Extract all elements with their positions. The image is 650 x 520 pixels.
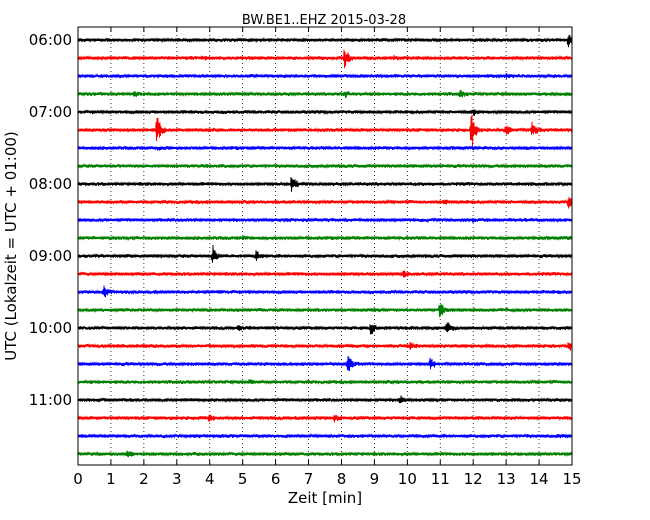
x-tick-label-7: 7: [304, 470, 314, 488]
trace-line-06:30: [77, 72, 573, 80]
trace-line-07:30: [77, 144, 573, 151]
trace-line-08:45: [77, 234, 573, 242]
x-tick-label-2: 2: [139, 470, 149, 488]
trace-lines: [77, 34, 573, 458]
x-tick-label-5: 5: [238, 470, 248, 488]
trace-line-10:00: [77, 321, 573, 335]
trace-line-10:45: [77, 378, 573, 386]
x-tick-label-15: 15: [562, 470, 581, 488]
y-tick-label-08:00: 08:00: [29, 175, 72, 193]
trace-line-07:45: [77, 163, 573, 169]
y-tick-label-10:00: 10:00: [29, 319, 72, 337]
x-tick-label-1: 1: [106, 470, 116, 488]
axis-ticks: 0 1 2 3 4 5 6 7 8 9 10 11 12 13 14 1506:0007:0008:0009:…: [29, 27, 582, 488]
trace-line-08:15: [77, 196, 573, 209]
y-tick-label-07:00: 07:00: [29, 103, 72, 121]
trace-line-07:00: [77, 108, 573, 116]
trace-line-09:15: [77, 270, 573, 278]
y-tick-label-11:00: 11:00: [29, 391, 72, 409]
x-tick-label-13: 13: [497, 470, 516, 488]
trace-line-10:15: [77, 342, 573, 351]
trace-line-09:45: [77, 304, 573, 318]
trace-line-06:45: [77, 90, 573, 99]
x-tick-label-8: 8: [337, 470, 347, 488]
y-tick-label-06:00: 06:00: [29, 31, 72, 49]
trace-line-08:30: [77, 217, 573, 223]
plot-frame: [77, 26, 573, 466]
x-axis-label: Zeit [min]: [288, 489, 362, 507]
x-tick-label-4: 4: [205, 470, 215, 488]
trace-line-08:00: [77, 176, 573, 192]
x-tick-label-11: 11: [431, 470, 450, 488]
trace-line-11:45: [77, 450, 573, 458]
y-tick-label-09:00: 09:00: [29, 247, 72, 265]
x-tick-label-0: 0: [73, 470, 83, 488]
trace-line-11:15: [77, 414, 573, 423]
trace-line-10:30: [77, 355, 573, 372]
trace-line-11:00: [77, 395, 573, 404]
x-tick-label-14: 14: [530, 470, 549, 488]
trace-line-06:15: [77, 49, 573, 69]
x-tick-label-10: 10: [398, 470, 417, 488]
x-tick-label-9: 9: [370, 470, 380, 488]
x-tick-label-6: 6: [271, 470, 281, 488]
trace-line-07:15: [77, 114, 573, 147]
trace-line-09:30: [77, 285, 573, 298]
x-tick-label-12: 12: [464, 470, 483, 488]
y-axis-label: UTC (Lokalzeit = UTC + 01:00): [2, 131, 20, 361]
trace-line-06:00: [77, 34, 573, 48]
trace-line-11:30: [77, 432, 573, 440]
trace-line-09:00: [77, 244, 573, 263]
x-tick-label-3: 3: [172, 470, 182, 488]
chart-title: BW.BE1..EHZ 2015-03-28: [242, 13, 406, 28]
